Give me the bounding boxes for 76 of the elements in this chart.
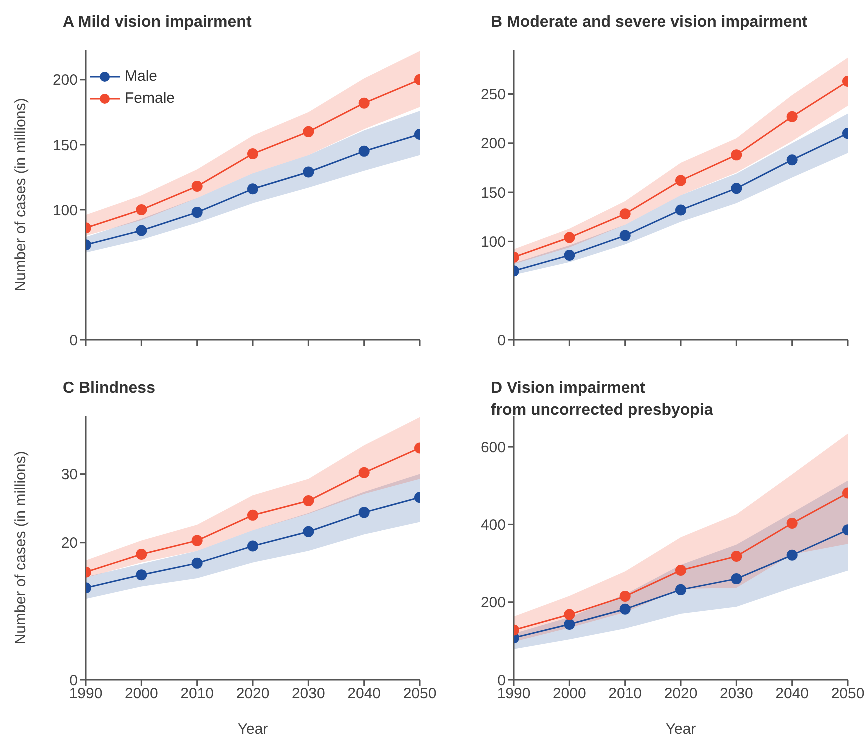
legend-label: Male (125, 67, 158, 87)
x-tick-label: 2040 (776, 686, 810, 703)
point (192, 207, 203, 218)
point (248, 510, 258, 521)
point (303, 526, 314, 538)
y-tick-label: 0 (498, 332, 506, 350)
y-tick-label: 20 (61, 535, 78, 552)
x-axis-title: Year (238, 721, 268, 737)
point (564, 250, 576, 261)
x-tick-label: 2020 (236, 686, 270, 703)
point (731, 150, 742, 161)
legend-label: Female (125, 89, 176, 109)
chart-title: C Blindness (63, 379, 156, 399)
chart-title: B Moderate and severe vision impairment (491, 13, 808, 33)
x-tick-label: 2040 (348, 686, 382, 703)
x-tick-label: 2030 (292, 686, 326, 703)
point (192, 181, 203, 192)
point (564, 609, 576, 620)
y-tick-label: 600 (480, 439, 506, 456)
point (303, 496, 314, 507)
x-tick-label: 2020 (664, 686, 698, 703)
x-tick-label: 2030 (720, 686, 754, 703)
point (620, 230, 631, 242)
y-tick-label: 200 (52, 72, 78, 90)
point (248, 184, 258, 195)
point (731, 574, 742, 585)
y-tick-label: 0 (70, 332, 78, 350)
point (786, 111, 798, 122)
y-tick-label: 400 (480, 517, 506, 534)
point (358, 467, 370, 478)
point (248, 148, 258, 160)
y-axis-title: Number of cases (in millions) (12, 451, 30, 645)
x-axis-title: Year (666, 721, 696, 737)
x-tick-label: 2050 (831, 686, 865, 703)
point (676, 175, 686, 186)
point (358, 507, 370, 518)
point (564, 232, 576, 244)
point (620, 604, 631, 615)
point (136, 204, 148, 216)
point (731, 551, 742, 562)
y-tick-label: 150 (480, 184, 506, 202)
point (248, 540, 258, 552)
point (676, 565, 686, 576)
point (303, 126, 314, 138)
point (676, 584, 686, 596)
point (676, 204, 686, 216)
y-tick-label: 250 (480, 86, 506, 104)
y-axis-title: Number of cases (in millions) (12, 98, 30, 292)
point (136, 225, 148, 236)
x-tick-label: 2050 (403, 686, 437, 703)
point (564, 618, 576, 630)
point (731, 183, 742, 194)
y-tick-label: 100 (52, 202, 78, 220)
point (303, 166, 314, 178)
point (192, 535, 203, 546)
point (192, 558, 203, 569)
chart-title: A Mild vision impairment (63, 13, 252, 33)
y-tick-label: 150 (52, 137, 78, 154)
point (358, 146, 370, 157)
y-tick-label: 100 (480, 234, 506, 252)
x-tick-label: 2010 (608, 686, 642, 703)
y-tick-label: 30 (61, 466, 78, 484)
point (786, 550, 798, 561)
y-tick-label: 200 (480, 136, 506, 153)
point (136, 549, 148, 560)
x-tick-label: 2000 (124, 686, 158, 703)
point (620, 591, 631, 602)
point (620, 208, 631, 220)
x-tick-label: 2010 (180, 686, 214, 703)
point (786, 154, 798, 166)
x-tick-label: 2000 (552, 686, 586, 703)
point (136, 570, 148, 581)
point (358, 98, 370, 109)
point (786, 518, 798, 530)
chart-title: D Vision impairment from uncorrected presbyopia (491, 379, 714, 421)
y-tick-label: 200 (480, 594, 506, 612)
